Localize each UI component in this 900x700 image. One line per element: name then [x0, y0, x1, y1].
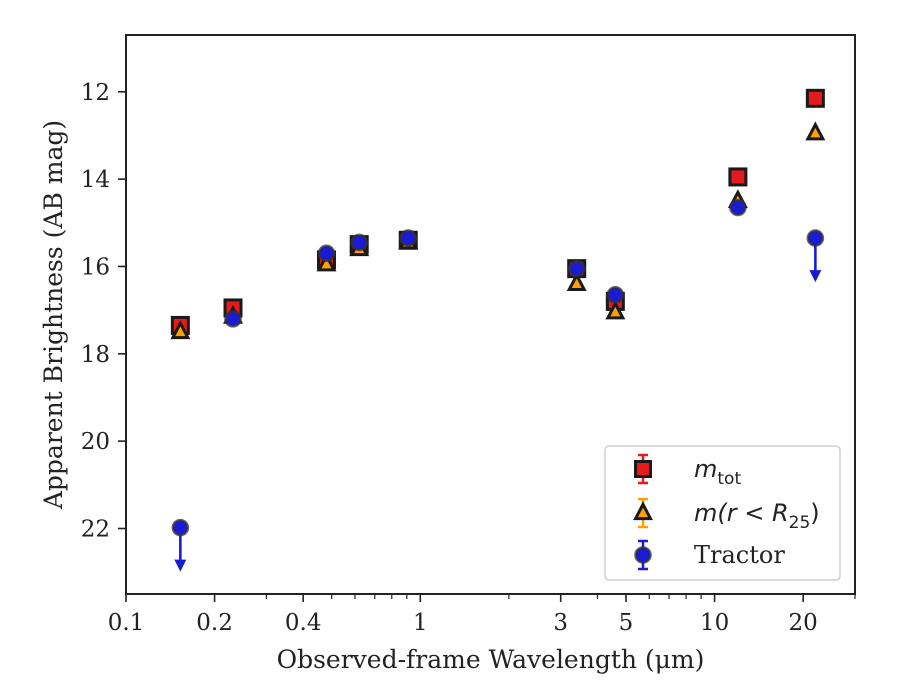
data-point — [399, 229, 418, 247]
triangle-marker — [605, 300, 626, 320]
data-point — [728, 167, 748, 187]
upper-limit-arrowhead — [174, 559, 187, 572]
x-axis-ticks: 0.1 0.2 0.4 1 3 5 10 20 — [108, 594, 856, 636]
legend-label: Tractor — [694, 541, 785, 569]
y-tick-label: 12 — [81, 80, 110, 106]
triangle-marker — [316, 252, 337, 272]
data-point — [566, 272, 587, 292]
y-tick-label: 22 — [81, 516, 110, 542]
series-triangle — [170, 121, 826, 340]
x-tick-label: 5 — [619, 610, 634, 636]
data-point — [729, 198, 747, 217]
x-tick-label: 0.2 — [196, 610, 233, 636]
y-axis-ticks: 12 14 16 18 20 22 — [81, 80, 126, 542]
data-point — [567, 259, 586, 278]
data-point — [606, 286, 625, 304]
y-tick-label: 14 — [81, 167, 110, 193]
triangle-marker — [566, 272, 587, 292]
data-point — [806, 229, 825, 283]
series-square — [170, 88, 825, 335]
circle-marker — [567, 259, 586, 278]
circle-marker — [634, 546, 652, 564]
x-tick-label: 0.1 — [108, 610, 145, 636]
circle-marker — [729, 198, 747, 217]
legend-entry: mtot — [634, 453, 741, 489]
triangle-marker — [805, 121, 826, 141]
x-tick-label: 3 — [553, 610, 568, 636]
data-point — [317, 244, 336, 263]
y-tick-label: 20 — [81, 429, 110, 455]
y-tick-label: 16 — [81, 254, 110, 280]
legend-entry: Tractor — [634, 539, 785, 571]
y-axis-label: Apparent Brightness (AB mag) — [39, 120, 68, 510]
data-point — [805, 88, 825, 108]
square-marker — [634, 460, 652, 478]
data-points — [170, 88, 826, 572]
x-tick-label: 1 — [413, 610, 428, 636]
data-point — [171, 518, 190, 572]
legend-box — [604, 445, 841, 581]
legend-label: mtot — [694, 455, 741, 489]
upper-limit-arrowhead — [809, 270, 822, 283]
circle-marker — [399, 229, 418, 247]
x-tick-label: 0.4 — [285, 610, 322, 636]
circle-marker — [806, 229, 825, 247]
x-tick-label: 20 — [789, 610, 818, 636]
data-point — [605, 300, 626, 320]
circle-marker — [171, 518, 190, 537]
circle-marker — [224, 310, 242, 328]
x-tick-label: 10 — [700, 610, 729, 636]
data-point — [350, 233, 368, 252]
y-tick-label: 18 — [81, 342, 110, 368]
circle-marker — [606, 286, 625, 304]
data-point — [170, 320, 191, 340]
circle-marker — [317, 244, 336, 263]
square-marker — [805, 88, 825, 108]
data-point — [316, 252, 337, 272]
plot-frame — [125, 34, 856, 595]
square-marker — [728, 167, 748, 187]
legend: mtot m(r < R25) Tractor — [604, 445, 841, 581]
legend-label: m(r < R25) — [694, 499, 820, 533]
x-axis-label: Observed-frame Wavelength (μm) — [277, 645, 705, 674]
triangle-marker — [170, 320, 191, 340]
data-point — [224, 310, 242, 328]
data-point — [805, 121, 826, 141]
legend-entry: m(r < R25) — [633, 497, 820, 533]
series-circle — [171, 198, 825, 572]
circle-marker — [350, 233, 368, 252]
triangle-marker — [633, 501, 653, 521]
